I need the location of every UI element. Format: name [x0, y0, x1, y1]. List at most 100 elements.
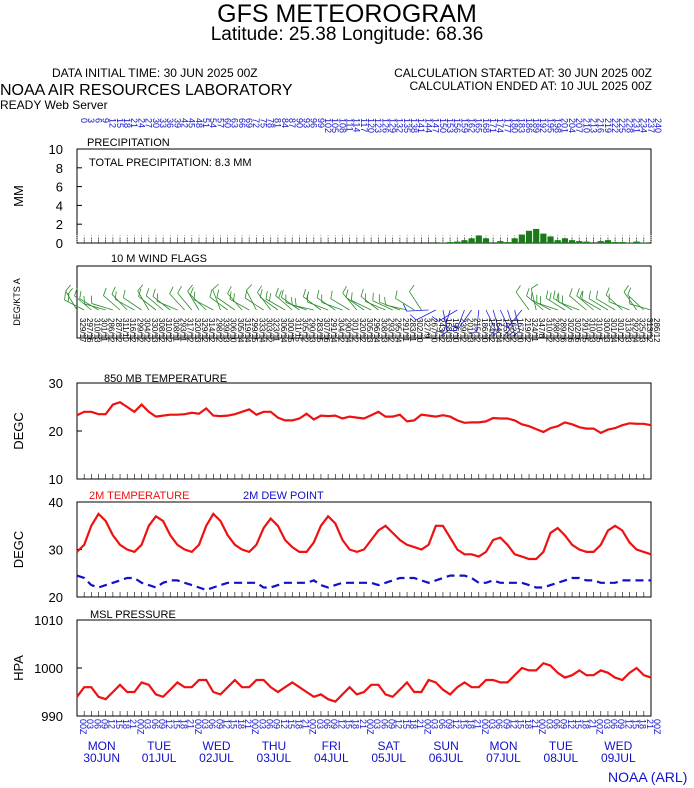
- date-label: 07JUL: [486, 751, 521, 765]
- wind-barb: [476, 309, 480, 332]
- top-hour-label: 24: [136, 118, 146, 128]
- bottom-hour-label: 18: [236, 719, 246, 729]
- top-hour-label: 84: [280, 118, 290, 128]
- wind-label: 290/13: [308, 318, 317, 343]
- top-hour-label: 237: [646, 118, 656, 133]
- bottom-hour-label: 03: [315, 719, 325, 729]
- top-hour-label: 141: [416, 118, 426, 133]
- wind-label: 291/15: [580, 318, 589, 343]
- wind-label: 301/12: [351, 318, 360, 343]
- wind-barb-feather: [145, 288, 150, 296]
- wind-label: 239/12: [458, 318, 467, 343]
- wind-barb-feather: [137, 284, 144, 292]
- bottom-hour-label: 00Z: [135, 719, 145, 735]
- top-hour-label: 207: [574, 118, 584, 133]
- wind-barb-feather: [278, 290, 282, 299]
- wind-barb-feather: [628, 295, 631, 304]
- y-axis-label-4: HPA: [11, 655, 26, 681]
- wind-barb-feather: [152, 288, 156, 297]
- bottom-hour-label: 09: [616, 719, 626, 729]
- top-hour-label: 108: [337, 118, 347, 133]
- top-hour-label: 90: [294, 118, 304, 128]
- wind-barb: [558, 301, 580, 311]
- wind-barb-feather: [269, 293, 272, 302]
- bottom-hour-label: 00Z: [193, 719, 203, 735]
- y-axis-label-3: DEGC: [11, 531, 26, 569]
- bottom-hour-label: 18: [293, 719, 303, 729]
- bottom-hour-label: 12: [107, 719, 117, 729]
- top-hour-label: 75: [258, 118, 268, 128]
- wind-label: 303/12: [265, 318, 274, 343]
- precip-bar: [447, 242, 454, 243]
- precip-bar: [533, 228, 540, 243]
- wind-label: 310/12: [164, 318, 173, 343]
- wind-label: 306/10: [229, 318, 238, 343]
- wind-barb: [623, 291, 637, 311]
- wind-barb-feather: [545, 290, 549, 299]
- date-label: 05JUL: [371, 751, 406, 765]
- top-hour-label: 126: [380, 118, 390, 133]
- series-line-2m-temperature: [76, 512, 652, 561]
- wind-label: 316/12: [128, 318, 137, 343]
- wind-barb-feather: [229, 291, 232, 300]
- wind-label: 305/14: [236, 318, 245, 343]
- wind-label: 327/9: [422, 318, 431, 339]
- top-hour-label: 231: [631, 118, 641, 133]
- y-axis-label-0: MM: [11, 185, 26, 207]
- bottom-hour-label: 18: [178, 719, 188, 729]
- bottom-hour-label: 00Z: [652, 719, 662, 735]
- wind-label: 308/11: [171, 318, 180, 342]
- lab-name: NOAA AIR RESOURCES LABORATORY: [0, 82, 293, 99]
- wind-barb-feather: [342, 285, 347, 294]
- precip-bar: [518, 234, 525, 243]
- wind-label: 291/14: [329, 318, 338, 343]
- wind-barb: [608, 301, 630, 311]
- data-initial-time: DATA INITIAL TIME: 30 JUN 2025 00Z: [52, 66, 258, 80]
- precip-bar: [619, 242, 626, 243]
- top-hour-label: 36: [165, 118, 175, 128]
- date-label: 08JUL: [544, 751, 579, 765]
- wind-barb: [409, 291, 422, 311]
- bottom-hour-label: 00Z: [365, 719, 375, 735]
- bottom-hour-label: 09: [214, 719, 224, 729]
- wind-label: 302/16: [573, 318, 582, 343]
- panel-frame-4: [76, 619, 652, 717]
- bottom-hour-label: 00Z: [480, 719, 490, 735]
- wind-barb-feather: [507, 330, 515, 337]
- wind-label: 308/13: [379, 318, 388, 343]
- wind-barb: [507, 309, 523, 328]
- wind-barb: [588, 298, 609, 311]
- wind-barb: [216, 297, 236, 311]
- wind-label: 293/12: [387, 318, 396, 343]
- bottom-hour-label: 15: [229, 719, 239, 729]
- precip-bar: [547, 236, 554, 243]
- top-hour-label: 135: [402, 118, 412, 133]
- bottom-hour-label: 06: [609, 719, 619, 729]
- wind-barb: [581, 298, 601, 311]
- wind-barb-feather: [67, 288, 73, 295]
- precip-bar: [454, 241, 461, 243]
- wind-barb-feather: [489, 329, 496, 336]
- bottom-hour-label: 06: [379, 719, 389, 729]
- wind-label: 310/13: [587, 318, 596, 343]
- top-hour-label: 27: [144, 118, 154, 128]
- top-hour-label: 225: [617, 118, 627, 133]
- top-hour-label: 159: [459, 118, 469, 133]
- top-hour-label: 162: [466, 118, 476, 133]
- bottom-hour-label: 03: [372, 719, 382, 729]
- y-tick-label: 10: [49, 472, 63, 487]
- wind-barb-feather: [189, 287, 194, 295]
- wind-barb-feather: [468, 331, 477, 335]
- wind-barb: [438, 309, 458, 322]
- top-hour-label: 120: [366, 118, 376, 133]
- top-hour-label: 9: [101, 118, 111, 123]
- precip-bar: [583, 241, 590, 243]
- bottom-hour-label: 18: [121, 719, 131, 729]
- bottom-hour-label: 15: [573, 719, 583, 729]
- wind-barb-feather: [65, 284, 71, 292]
- bottom-hour-label: 06: [207, 719, 217, 729]
- wind-barb-feather: [233, 293, 235, 302]
- wind-barb: [345, 297, 365, 311]
- wind-label: 167/10: [516, 318, 525, 343]
